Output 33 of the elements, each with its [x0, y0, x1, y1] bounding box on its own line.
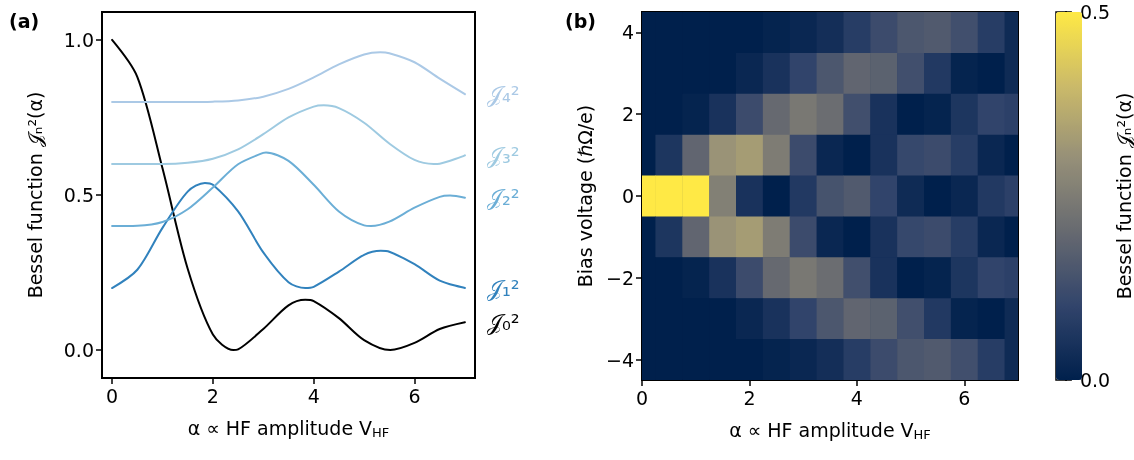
x-tick-label: 4 [307, 384, 320, 407]
y-axis-title: Bias voltage (ℏΩ/e) [573, 104, 596, 288]
x-tick-label: 2 [206, 384, 219, 407]
x-tick-label: 0 [635, 386, 649, 409]
y-tick-label: 0.5 [63, 184, 94, 206]
line-series [111, 104, 466, 165]
x-tick-label: 0 [106, 384, 119, 407]
y-tick-label: 2 [621, 103, 634, 126]
series-label: 𝒥₃² [486, 142, 520, 168]
series-label: 𝒥₄² [486, 81, 520, 107]
y-axis-title: Bessel function 𝒥ₙ²(α) [23, 91, 46, 299]
x-tick-label: 4 [850, 386, 863, 409]
chart-title: (a) [9, 9, 40, 32]
y-tick-label: 0.0 [63, 339, 94, 362]
series-label: 𝒥₀² [486, 309, 520, 335]
y-tick-label: −4 [605, 348, 634, 371]
line-series [111, 181, 466, 290]
series-label: 𝒥₂² [486, 185, 520, 211]
x-tick-label: 6 [408, 384, 421, 407]
color-bar-title: Bessel function 𝒥ₙ²(α) [1112, 92, 1134, 300]
x-tick-label: 6 [958, 386, 971, 409]
line-series [111, 151, 466, 228]
color-bar-label: 0.5 [1079, 1, 1111, 23]
series-label: 𝒥₁² [486, 275, 520, 301]
line-series [111, 38, 466, 352]
y-tick-label: −2 [605, 266, 634, 289]
x-tick-label: 2 [743, 386, 756, 409]
y-tick-label: 1.0 [63, 28, 94, 51]
y-tick-label: 0 [621, 185, 634, 207]
y-tick-label: 4 [621, 21, 634, 44]
chart-title: (b) [565, 9, 596, 32]
line-series [111, 51, 466, 103]
color-bar-label: 0.0 [1079, 369, 1111, 391]
